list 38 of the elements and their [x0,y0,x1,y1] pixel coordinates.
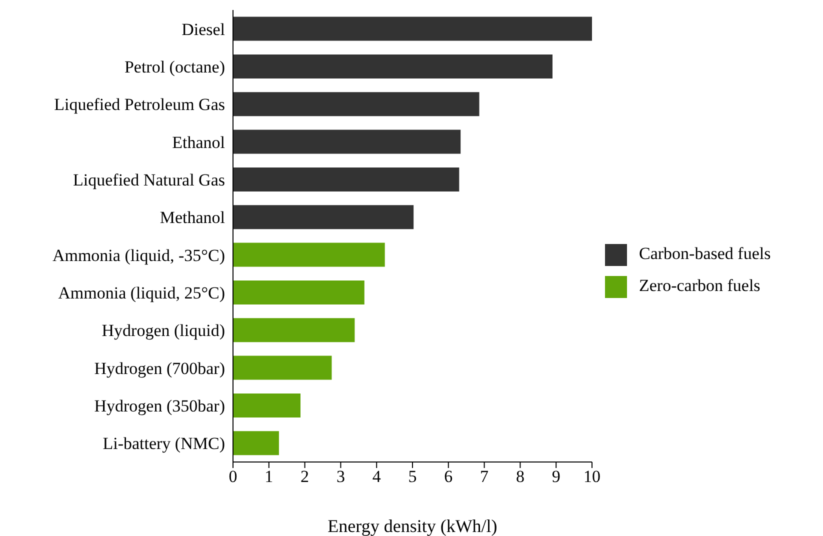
bar [233,356,332,380]
x-tick-label: 0 [228,467,238,486]
x-tick-label: 1 [264,467,274,486]
x-axis-title: Energy density (kWh/l) [328,516,498,536]
x-tick-label: 2 [300,467,310,486]
y-tick-label: Hydrogen (350bar) [94,396,225,416]
y-tick-label: Ammonia (liquid, 25°C) [58,284,225,303]
y-tick-label: Ethanol [172,132,226,152]
bar [233,92,480,116]
bar [233,130,461,154]
x-tick-label: 3 [336,467,345,486]
legend-label: Zero-carbon fuels [639,276,760,295]
legend-label: Carbon-based fuels [639,244,771,263]
y-tick-label: Ammonia (liquid, -35°C) [52,246,225,265]
bar [233,280,364,304]
x-tick-label: 9 [552,467,560,486]
x-tick-label: 4 [372,467,382,486]
x-tick-label: 8 [516,467,524,486]
y-tick-label: Diesel [182,20,226,39]
bar [233,393,300,418]
bar [233,431,279,456]
y-tick-label: Methanol [160,208,226,228]
bar [233,242,385,267]
bar [233,16,592,41]
x-tick-label: 7 [480,467,490,486]
bar [233,205,414,230]
y-tick-label: Hydrogen (liquid) [102,321,225,340]
y-tick-label: Liquefied Petroleum Gas [54,95,225,114]
x-tick-label: 5 [408,467,417,486]
y-tick-label: Li-battery (NMC) [102,434,225,454]
y-tick-label: Liquefied Natural Gas [73,170,225,190]
bar [233,54,553,78]
y-tick-label: Petrol (octane) [124,58,225,77]
y-tick-label: Hydrogen (700bar) [94,358,225,378]
x-tick-label: 6 [444,467,453,486]
bar [233,318,355,342]
x-tick-label: 10 [584,467,600,486]
bar [233,167,460,192]
